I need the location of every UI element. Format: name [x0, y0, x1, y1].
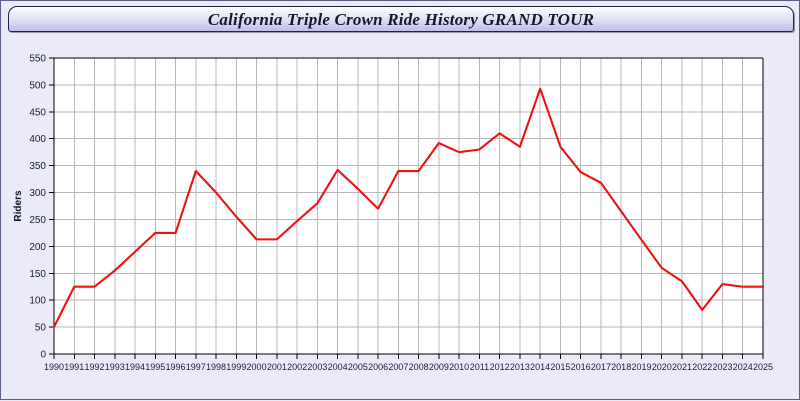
y-tick-label: 250	[29, 215, 46, 226]
x-tick-label: 1995	[145, 362, 165, 372]
page-title: California Triple Crown Ride History GRA…	[207, 10, 595, 29]
x-tick-label: 2021	[672, 362, 692, 372]
x-tick-label: 2010	[449, 362, 469, 372]
x-tick-label: 1992	[84, 362, 104, 372]
x-tick-label: 2012	[490, 362, 510, 372]
x-tick-label: 2016	[571, 362, 591, 372]
x-tick-label: 2008	[409, 362, 429, 372]
x-tick-label: 2000	[247, 362, 267, 372]
x-tick-label: 2015	[550, 362, 570, 372]
y-tick-label: 300	[29, 188, 46, 199]
x-tick-label: 2004	[328, 362, 348, 372]
y-tick-label: 100	[29, 296, 46, 307]
x-tick-label: 1993	[105, 362, 125, 372]
y-tick-label: 400	[29, 134, 46, 145]
y-tick-label: 500	[29, 80, 46, 91]
x-tick-label: 1990	[44, 362, 64, 372]
y-tick-label: 50	[35, 323, 47, 334]
y-axis-tick-labels: 0 50 100 150 200 250 300 350 400 450 500 550	[29, 54, 46, 361]
x-tick-label: 1994	[125, 362, 145, 372]
x-tick-label: 2018	[611, 362, 631, 372]
y-tick-label: 550	[29, 54, 46, 65]
x-tick-label: 1996	[166, 362, 186, 372]
x-tick-label: 2003	[307, 362, 327, 372]
x-tick-label: 2014	[530, 362, 550, 372]
tick-marks	[49, 57, 764, 359]
x-tick-label: 2006	[368, 362, 388, 372]
x-tick-label: 1998	[206, 362, 226, 372]
plot-area-background	[54, 58, 763, 354]
x-tick-label: 1991	[64, 362, 84, 372]
x-tick-label: 2024	[733, 362, 753, 372]
y-tick-label: 0	[40, 350, 46, 361]
x-tick-label: 2020	[652, 362, 672, 372]
y-axis-title: Riders	[13, 190, 24, 222]
x-axis-tick-labels: 1990 1991 1992 1993 1994 1995 1996 1997 1998 1999…	[44, 362, 773, 372]
data-series-line	[52, 87, 765, 329]
x-tick-label: 2023	[712, 362, 732, 372]
y-tick-label: 150	[29, 269, 46, 280]
x-tick-label: 2007	[388, 362, 408, 372]
x-tick-label: 2005	[348, 362, 368, 372]
x-tick-label: 2011	[470, 362, 489, 372]
x-tick-label: 2025	[753, 362, 773, 372]
x-tick-label: 2001	[267, 362, 287, 372]
x-tick-label: 1999	[226, 362, 246, 372]
x-tick-label: 2013	[510, 362, 530, 372]
axis-lines	[53, 57, 764, 355]
gridlines	[54, 58, 764, 354]
x-tick-label: 1997	[186, 362, 206, 372]
y-tick-label: 450	[29, 107, 46, 118]
x-tick-label: 2017	[591, 362, 611, 372]
chart-title-bar: California Triple Crown Ride History GRA…	[8, 6, 794, 32]
x-tick-label: 2022	[692, 362, 712, 372]
x-tick-label: 2002	[287, 362, 307, 372]
y-tick-label: 200	[29, 242, 46, 253]
x-tick-label: 2019	[631, 362, 651, 372]
x-tick-label: 2009	[429, 362, 449, 372]
y-tick-label: 350	[29, 161, 46, 172]
